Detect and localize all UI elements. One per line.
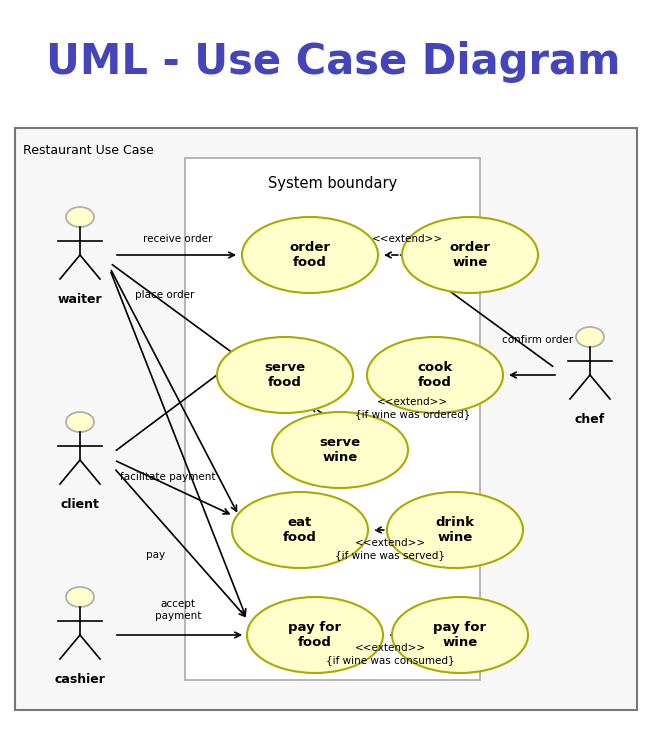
Text: order
wine: order wine	[450, 241, 490, 269]
Text: confirm order: confirm order	[502, 335, 573, 345]
Text: facilitate payment: facilitate payment	[120, 472, 215, 482]
Ellipse shape	[66, 587, 94, 607]
Text: receive order: receive order	[143, 234, 213, 244]
Ellipse shape	[247, 597, 383, 673]
Ellipse shape	[387, 492, 523, 568]
Text: Restaurant Use Case: Restaurant Use Case	[23, 144, 154, 157]
Ellipse shape	[217, 337, 353, 413]
Text: order
food: order food	[289, 241, 331, 269]
Ellipse shape	[66, 412, 94, 432]
Ellipse shape	[576, 327, 604, 347]
Bar	[185, 158, 480, 680]
Text: serve
food: serve food	[264, 361, 305, 389]
Text: cook
food: cook food	[418, 361, 453, 389]
Text: System boundary: System boundary	[268, 176, 397, 191]
Text: eat
food: eat food	[283, 516, 317, 544]
Text: cashier: cashier	[55, 673, 105, 686]
Ellipse shape	[232, 492, 368, 568]
Text: client: client	[61, 498, 99, 511]
Text: accept
payment: accept payment	[155, 600, 201, 621]
Text: chef: chef	[575, 413, 605, 426]
Text: UML - Use Case Diagram: UML - Use Case Diagram	[46, 41, 621, 83]
Bar	[15, 128, 637, 710]
Text: pay: pay	[146, 550, 165, 560]
Ellipse shape	[392, 597, 528, 673]
Text: place order: place order	[135, 290, 195, 300]
Text: serve
wine: serve wine	[319, 436, 361, 464]
Text: drink
wine: drink wine	[436, 516, 474, 544]
Text: pay for
food: pay for food	[288, 621, 342, 649]
Ellipse shape	[272, 412, 408, 488]
Ellipse shape	[66, 207, 94, 227]
Text: <<extend>>: <<extend>>	[372, 234, 443, 244]
Text: waiter: waiter	[57, 293, 102, 306]
Text: <<extend>>
{if wine was ordered}: <<extend>> {if wine was ordered}	[355, 397, 470, 419]
Text: <<extend>>
{if wine was consumed}: <<extend>> {if wine was consumed}	[325, 643, 454, 665]
Text: pay for
wine: pay for wine	[434, 621, 486, 649]
Text: <<extend>>
{if wine was served}: <<extend>> {if wine was served}	[335, 538, 445, 559]
Ellipse shape	[402, 217, 538, 293]
Ellipse shape	[242, 217, 378, 293]
Ellipse shape	[367, 337, 503, 413]
